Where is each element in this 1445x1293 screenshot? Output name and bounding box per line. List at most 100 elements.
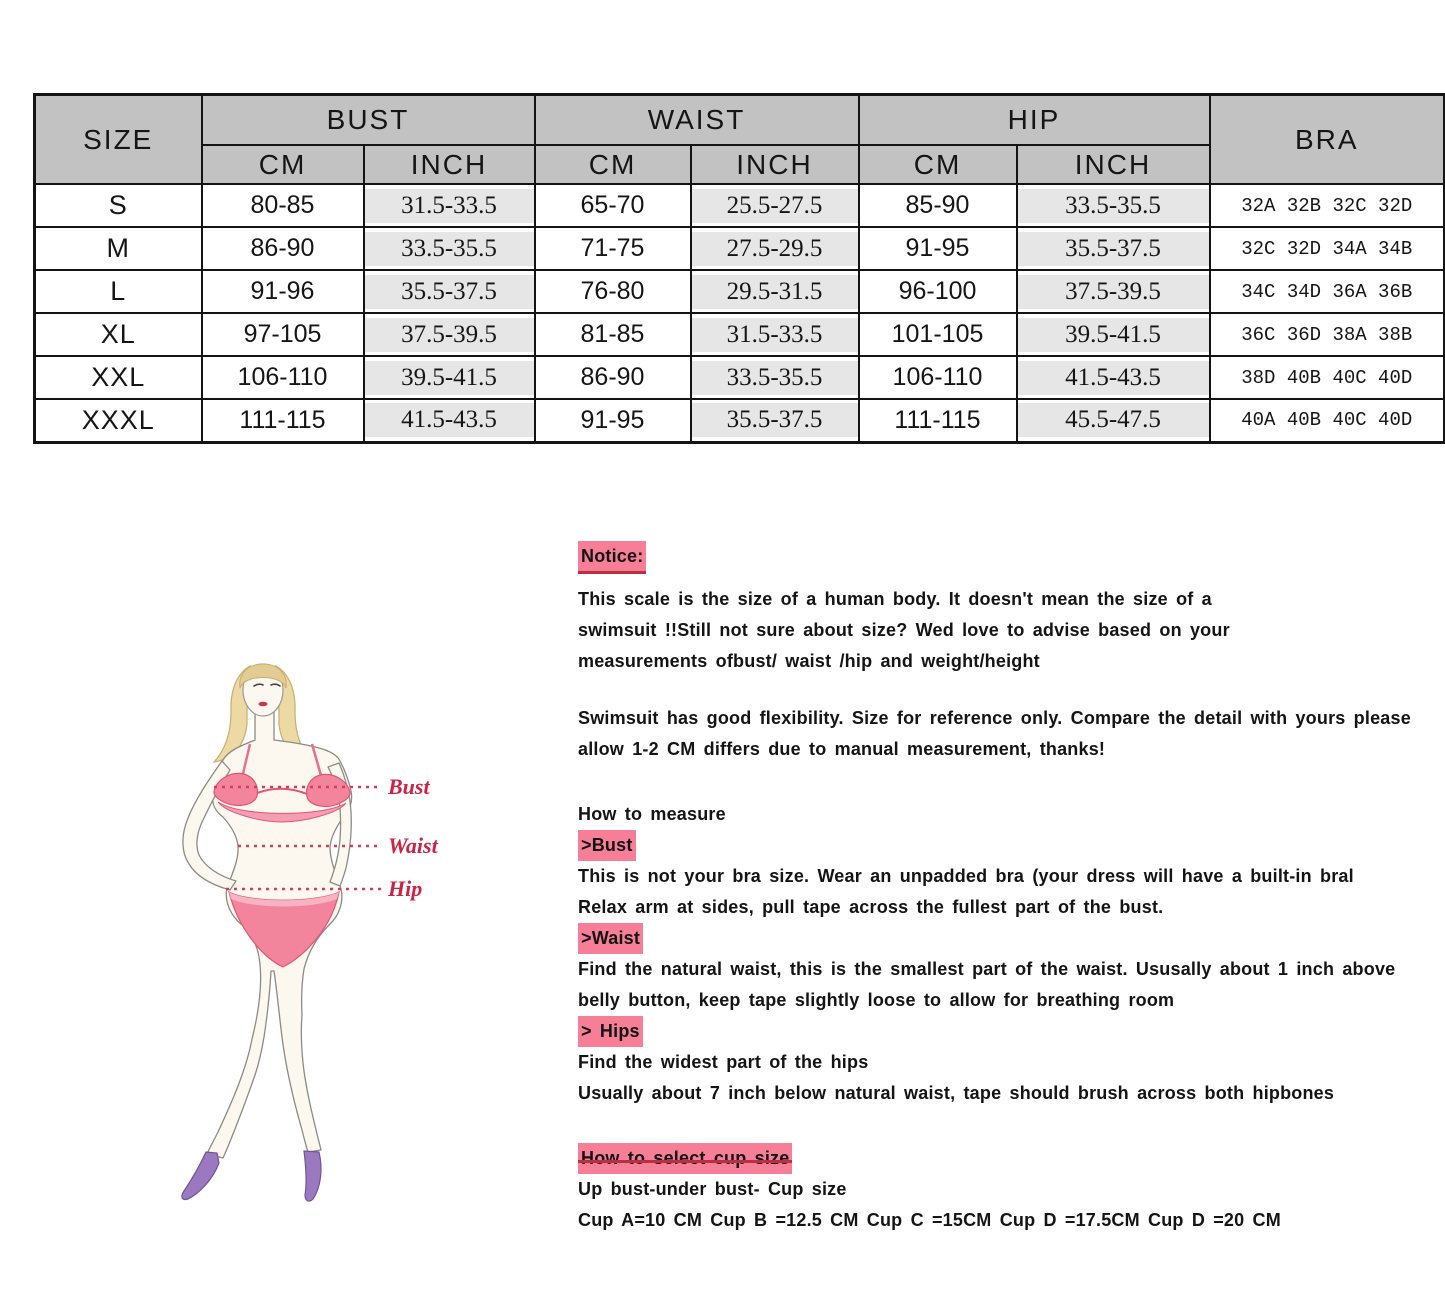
- cell-inch: 33.5-35.5: [362, 226, 536, 271]
- cell-inch: 25.5-27.5: [689, 183, 860, 228]
- measurement-figure-illustration: Bust Waist Hip: [181, 663, 439, 1202]
- hips-section-heading: > Hips: [578, 1016, 1428, 1047]
- cell-cm: 71-75: [533, 226, 692, 271]
- table-row: L 91-96 35.5-37.5 76-80 29.5-31.5 96-100 37.5-…: [33, 269, 1445, 314]
- notice-heading: Notice:: [578, 541, 1428, 574]
- cup-size-heading: How to select cup size: [578, 1143, 1428, 1174]
- size-table-grid: SIZE BUST WAIST HIP BRA CM INCH CM INCH …: [33, 93, 1445, 444]
- cell-inch: 35.5-37.5: [362, 269, 536, 314]
- flexibility-line: allow 1-2 CM differs due to manual measu…: [578, 739, 1106, 759]
- col-header-bra: BRA: [1208, 93, 1445, 185]
- size-table-body: S 80-85 31.5-33.5 65-70 25.5-27.5 85-90 33.5-3…: [33, 183, 1445, 443]
- how-to-measure-heading: How to measure: [578, 804, 726, 824]
- cell-cm: 85-90: [857, 183, 1018, 228]
- cell-cm: 111-115: [857, 398, 1018, 443]
- col-header-bust: BUST: [200, 93, 536, 146]
- cup-size-line: Up bust-under bust- Cup size: [578, 1179, 847, 1199]
- cell-cm: 96-100: [857, 269, 1018, 314]
- left-shoe: [181, 1151, 220, 1201]
- cell-size: XL: [33, 312, 203, 357]
- bust-section-heading: >Bust: [578, 830, 1428, 861]
- cell-size: XXL: [33, 355, 203, 400]
- cup-size-line: Cup A=10 CM Cup B =12.5 CM Cup C =15CM C…: [578, 1210, 1281, 1230]
- cell-cm: 76-80: [533, 269, 692, 314]
- cell-inch: 45.5-47.5: [1015, 398, 1211, 443]
- cell-inch: 41.5-43.5: [362, 398, 536, 443]
- bust-instruction-line: This is not your bra size. Wear an unpad…: [578, 866, 1354, 886]
- cell-cm: 106-110: [200, 355, 365, 400]
- cell-inch: 37.5-39.5: [362, 312, 536, 357]
- cell-inch: 29.5-31.5: [689, 269, 860, 314]
- cell-bra: 32A 32B 32C 32D: [1208, 183, 1445, 228]
- head: [239, 663, 287, 717]
- cell-inch: 33.5-35.5: [689, 355, 860, 400]
- cell-size: M: [33, 226, 203, 271]
- cell-cm: 111-115: [200, 398, 365, 443]
- cell-size: L: [33, 269, 203, 314]
- cell-bra: 32C 32D 34A 34B: [1208, 226, 1445, 271]
- right-shoe: [303, 1150, 322, 1202]
- subcol-header-bust-cm: CM: [200, 144, 365, 185]
- cell-cm: 97-105: [200, 312, 365, 357]
- subcol-header-bust-inch: INCH: [362, 144, 536, 185]
- table-row: M 86-90 33.5-35.5 71-75 27.5-29.5 91-95 35.5-3…: [33, 226, 1445, 271]
- waist-label: Waist: [388, 833, 439, 858]
- cell-cm: 101-105: [857, 312, 1018, 357]
- cell-inch: 31.5-33.5: [362, 183, 536, 228]
- table-row: S 80-85 31.5-33.5 65-70 25.5-27.5 85-90 33.5-3…: [33, 183, 1445, 228]
- bust-instruction-line: Relax arm at sides, pull tape across the…: [578, 897, 1164, 917]
- cell-inch: 27.5-29.5: [689, 226, 860, 271]
- cell-bra: 34C 34D 36A 36B: [1208, 269, 1445, 314]
- cell-inch: 31.5-33.5: [689, 312, 860, 357]
- cell-inch: 39.5-41.5: [362, 355, 536, 400]
- cell-inch: 37.5-39.5: [1015, 269, 1211, 314]
- measurement-figure: Bust Waist Hip: [150, 640, 510, 1240]
- col-header-hip: HIP: [857, 93, 1211, 146]
- flexibility-line: Swimsuit has good flexibility. Size for …: [578, 708, 1411, 728]
- cell-cm: 91-95: [857, 226, 1018, 271]
- cell-inch: 33.5-35.5: [1015, 183, 1211, 228]
- table-row: XXXL 111-115 41.5-43.5 91-95 35.5-37.5 111-11…: [33, 398, 1445, 443]
- cell-cm: 86-90: [533, 355, 692, 400]
- cell-bra: 36C 36D 38A 38B: [1208, 312, 1445, 357]
- table-row: XL 97-105 37.5-39.5 81-85 31.5-33.5 101-105 39…: [33, 312, 1445, 357]
- cell-cm: 86-90: [200, 226, 365, 271]
- cell-bra: 40A 40B 40C 40D: [1208, 398, 1445, 443]
- hips-instruction-line: Find the widest part of the hips: [578, 1052, 869, 1072]
- subcol-header-hip-cm: CM: [857, 144, 1018, 185]
- hips-instruction-line: Usually about 7 inch below natural waist…: [578, 1083, 1335, 1103]
- notice-line: measurements ofbust/ waist /hip and weig…: [578, 651, 1040, 671]
- col-header-waist: WAIST: [533, 93, 860, 146]
- table-row: XXL 106-110 39.5-41.5 86-90 33.5-35.5 106-110…: [33, 355, 1445, 400]
- cell-cm: 91-95: [533, 398, 692, 443]
- cell-cm: 65-70: [533, 183, 692, 228]
- cell-cm: 80-85: [200, 183, 365, 228]
- bikini-bottom: [228, 890, 340, 968]
- subcol-header-hip-inch: INCH: [1015, 144, 1211, 185]
- cell-inch: 35.5-37.5: [1015, 226, 1211, 271]
- bikini-top: [213, 743, 351, 823]
- cell-cm: 106-110: [857, 355, 1018, 400]
- cell-cm: 81-85: [533, 312, 692, 357]
- bust-label: Bust: [387, 774, 430, 799]
- notice-line: This scale is the size of a human body. …: [578, 589, 1212, 609]
- notice-line: swimsuit !!Still not sure about size? We…: [578, 620, 1230, 640]
- col-header-size: SIZE: [33, 93, 203, 185]
- cell-size: XXXL: [33, 398, 203, 443]
- cell-inch: 35.5-37.5: [689, 398, 860, 443]
- cell-size: S: [33, 183, 203, 228]
- subcol-header-waist-inch: INCH: [689, 144, 860, 185]
- subcol-header-waist-cm: CM: [533, 144, 692, 185]
- waist-instruction-line: belly button, keep tape slightly loose t…: [578, 990, 1175, 1010]
- notice-column: Notice: This scale is the size of a huma…: [578, 541, 1428, 1236]
- waist-section-heading: >Waist: [578, 923, 1428, 954]
- cell-inch: 39.5-41.5: [1015, 312, 1211, 357]
- hip-label: Hip: [387, 876, 422, 901]
- cell-cm: 91-96: [200, 269, 365, 314]
- size-table: SIZE BUST WAIST HIP BRA CM INCH CM INCH …: [33, 93, 1445, 444]
- cell-bra: 38D 40B 40C 40D: [1208, 355, 1445, 400]
- waist-instruction-line: Find the natural waist, this is the smal…: [578, 959, 1396, 979]
- cell-inch: 41.5-43.5: [1015, 355, 1211, 400]
- left-arm: [182, 760, 237, 891]
